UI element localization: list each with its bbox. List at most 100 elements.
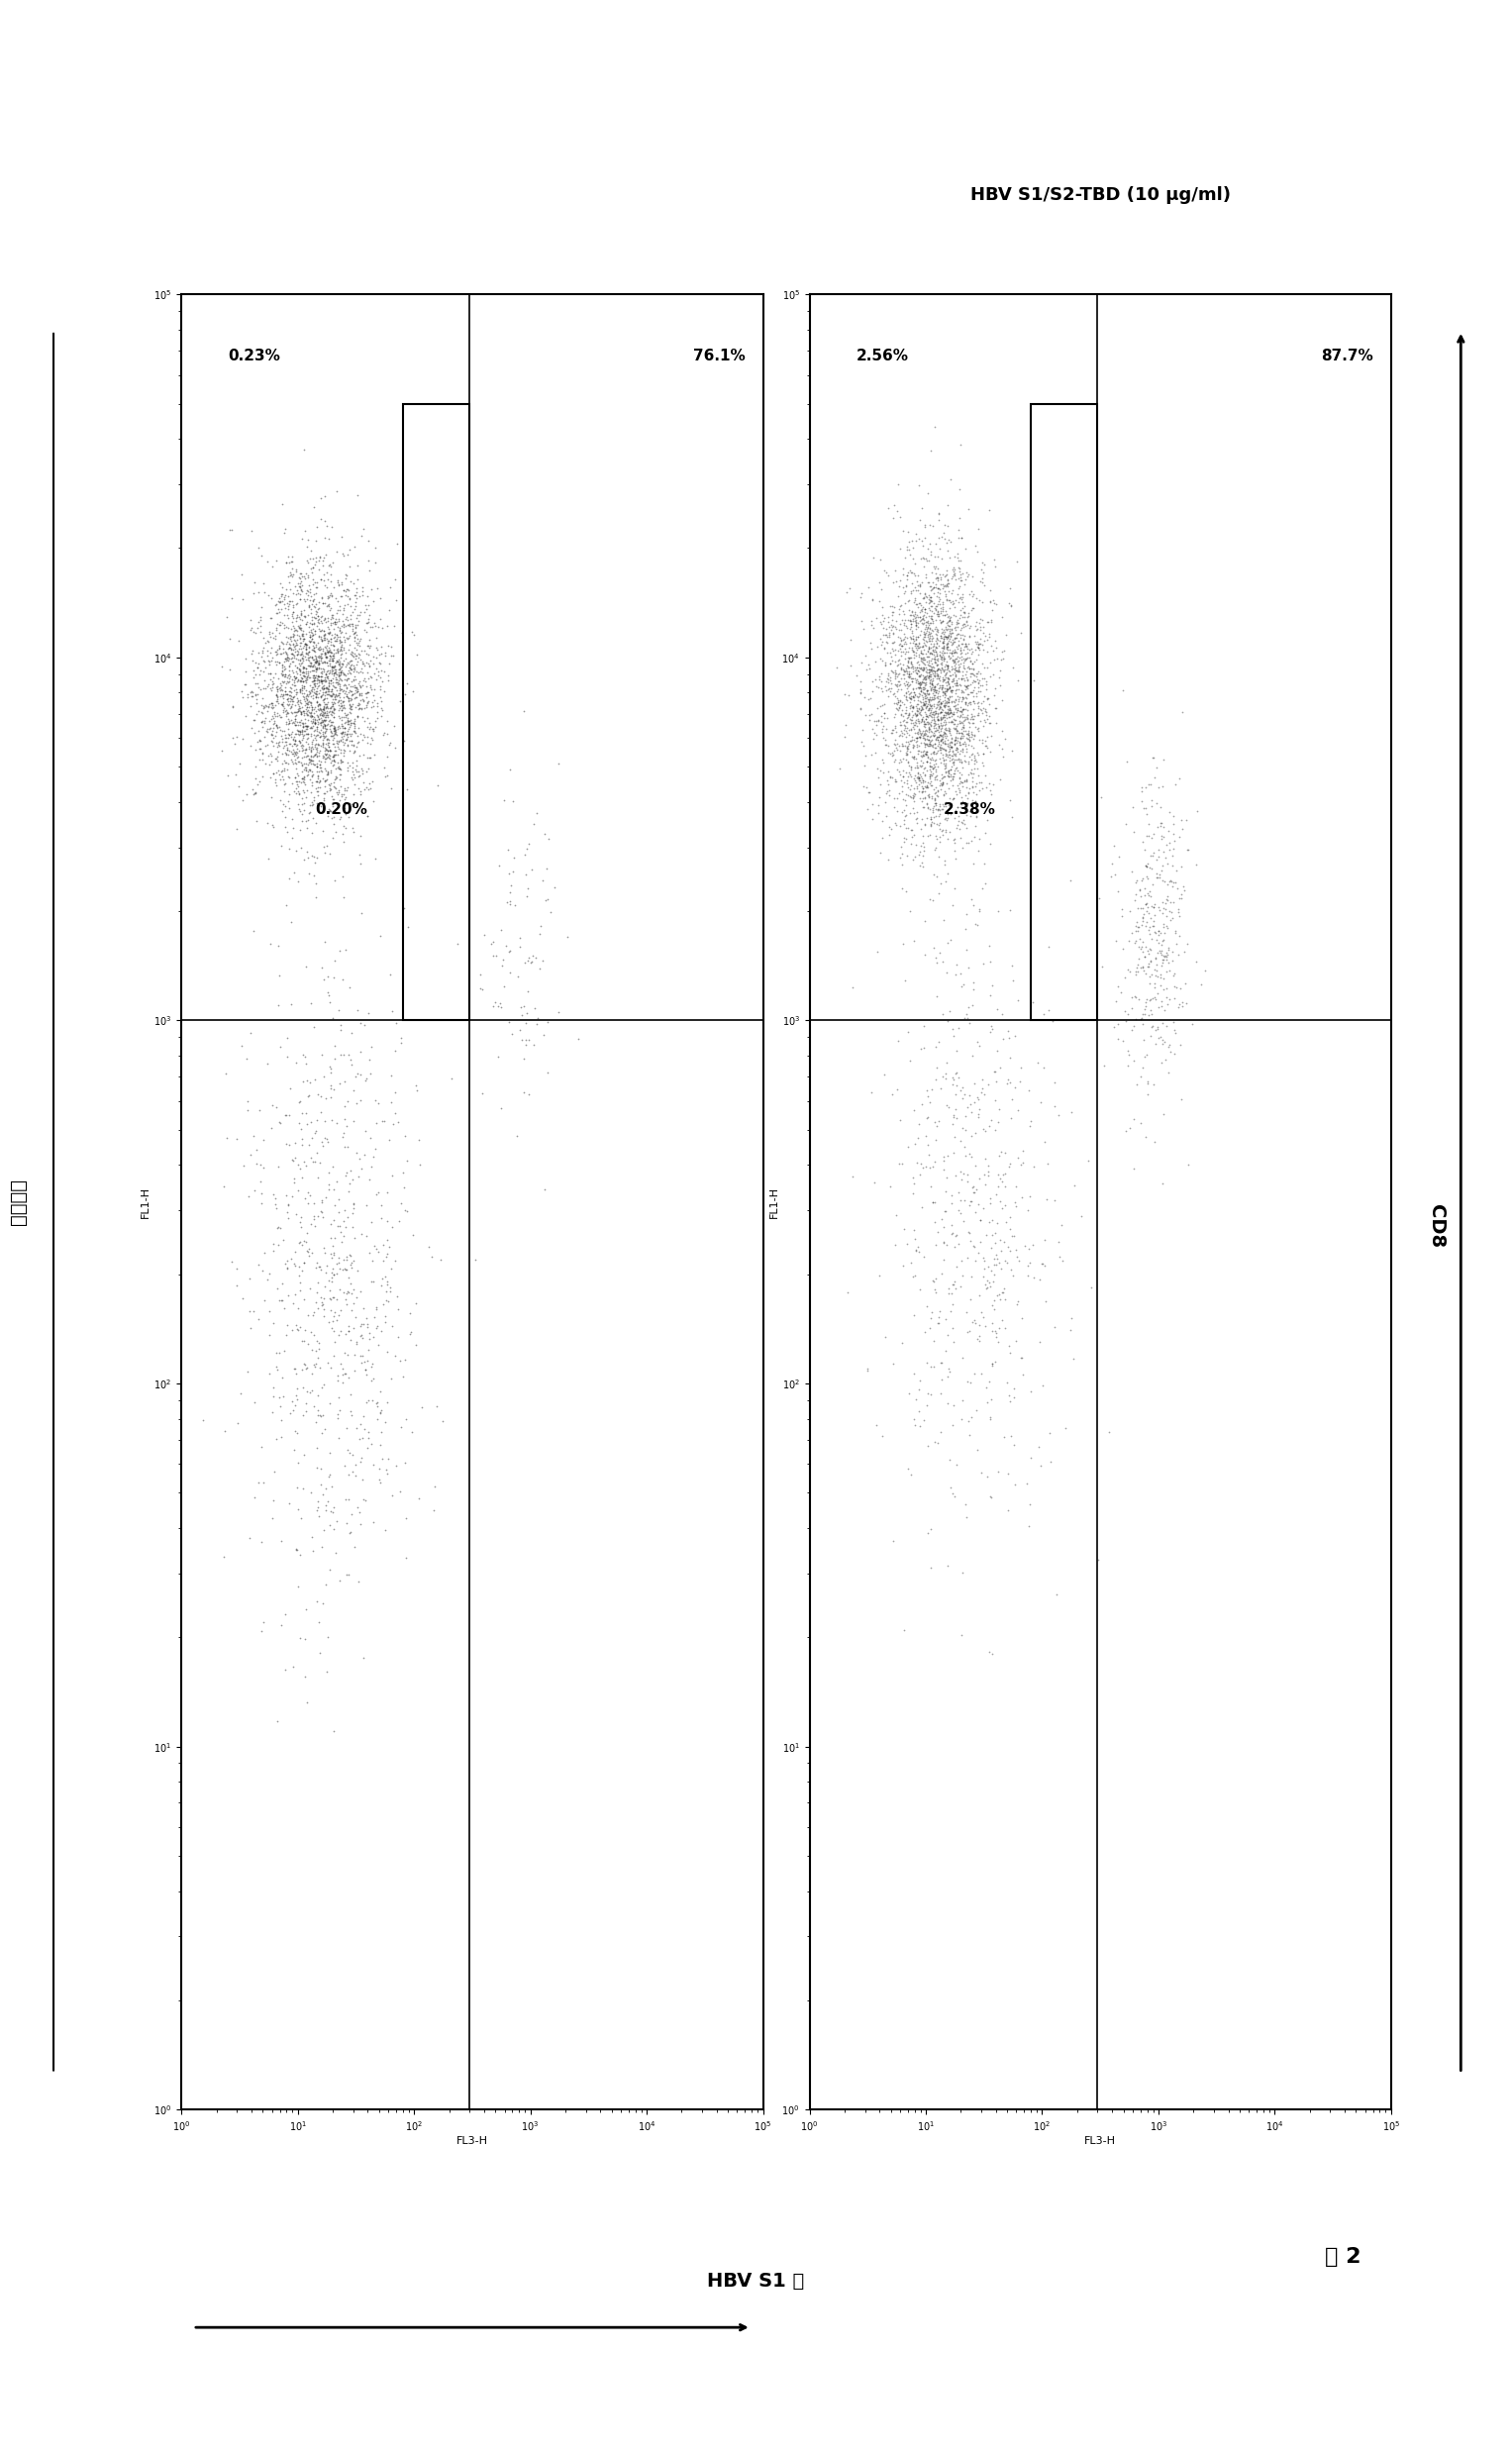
Point bbox=[302, 630, 327, 670]
Point bbox=[404, 1065, 428, 1104]
Point bbox=[296, 638, 321, 677]
Point bbox=[330, 630, 354, 670]
Point bbox=[924, 692, 948, 731]
Point bbox=[927, 699, 951, 738]
Point bbox=[324, 731, 348, 770]
Point bbox=[948, 954, 972, 993]
Point bbox=[922, 684, 947, 724]
Point bbox=[328, 741, 352, 780]
Point bbox=[275, 694, 299, 733]
Point bbox=[978, 1477, 1002, 1516]
Point bbox=[897, 694, 921, 733]
Point bbox=[274, 672, 298, 711]
Point bbox=[913, 1312, 937, 1352]
Point bbox=[945, 537, 969, 576]
Point bbox=[915, 1386, 939, 1425]
Point bbox=[895, 1013, 919, 1052]
Point bbox=[355, 719, 380, 758]
Point bbox=[919, 687, 943, 726]
Point bbox=[354, 675, 378, 714]
Point bbox=[324, 721, 348, 760]
Point bbox=[289, 657, 313, 697]
Point bbox=[922, 677, 947, 716]
Point bbox=[900, 616, 924, 655]
Point bbox=[310, 611, 334, 650]
Point bbox=[507, 957, 531, 996]
Point bbox=[311, 672, 336, 711]
Point bbox=[906, 743, 930, 783]
Point bbox=[919, 660, 943, 699]
Point bbox=[963, 905, 987, 944]
Point bbox=[875, 760, 900, 800]
Point bbox=[1136, 932, 1160, 971]
Point bbox=[995, 1226, 1019, 1266]
Point bbox=[304, 709, 328, 748]
Point bbox=[909, 574, 933, 613]
Point bbox=[281, 733, 305, 773]
Point bbox=[333, 711, 357, 751]
Point bbox=[874, 643, 898, 682]
Point bbox=[1048, 1236, 1072, 1276]
Point bbox=[880, 711, 904, 751]
Point bbox=[305, 756, 330, 795]
Point bbox=[1145, 785, 1169, 824]
Point bbox=[348, 662, 372, 702]
Point bbox=[361, 1501, 386, 1540]
Point bbox=[918, 645, 942, 684]
Point bbox=[853, 697, 877, 736]
Point bbox=[369, 628, 393, 667]
Point bbox=[339, 650, 363, 689]
Point bbox=[253, 648, 277, 687]
Point bbox=[936, 694, 960, 733]
Point bbox=[1136, 859, 1160, 898]
Point bbox=[392, 1153, 416, 1192]
Point bbox=[284, 1413, 308, 1452]
Point bbox=[968, 1025, 992, 1065]
Point bbox=[290, 758, 314, 797]
Point bbox=[919, 552, 943, 591]
Point bbox=[290, 738, 314, 778]
Point bbox=[898, 702, 922, 741]
Point bbox=[922, 854, 947, 893]
Point bbox=[364, 618, 389, 657]
Point bbox=[334, 714, 358, 753]
Point bbox=[301, 581, 325, 621]
Point bbox=[313, 694, 337, 733]
Point bbox=[346, 768, 370, 807]
Point bbox=[265, 667, 289, 706]
Point bbox=[331, 618, 355, 657]
Point bbox=[373, 1236, 398, 1276]
Point bbox=[885, 608, 909, 648]
Point bbox=[1128, 920, 1152, 959]
Point bbox=[245, 1146, 269, 1185]
Point bbox=[909, 692, 933, 731]
Point bbox=[292, 1222, 316, 1261]
Point bbox=[316, 601, 340, 640]
Point bbox=[1151, 1163, 1175, 1202]
Point bbox=[298, 1204, 322, 1244]
Point bbox=[980, 1312, 1004, 1352]
Point bbox=[928, 699, 953, 738]
Point bbox=[330, 689, 354, 729]
Point bbox=[912, 616, 936, 655]
Point bbox=[945, 729, 969, 768]
Point bbox=[936, 682, 960, 721]
Point bbox=[927, 1101, 951, 1141]
Point bbox=[339, 1040, 363, 1079]
Point bbox=[919, 581, 943, 621]
Point bbox=[940, 621, 965, 660]
Point bbox=[875, 753, 900, 792]
Point bbox=[370, 1258, 395, 1298]
Point bbox=[953, 655, 977, 694]
Point bbox=[272, 648, 296, 687]
Point bbox=[316, 974, 340, 1013]
Point bbox=[903, 599, 927, 638]
Point bbox=[334, 645, 358, 684]
Point bbox=[287, 559, 311, 599]
Point bbox=[1010, 1354, 1034, 1393]
Point bbox=[307, 542, 331, 581]
Point bbox=[293, 596, 318, 635]
Point bbox=[960, 648, 984, 687]
Point bbox=[337, 648, 361, 687]
Point bbox=[936, 520, 960, 559]
